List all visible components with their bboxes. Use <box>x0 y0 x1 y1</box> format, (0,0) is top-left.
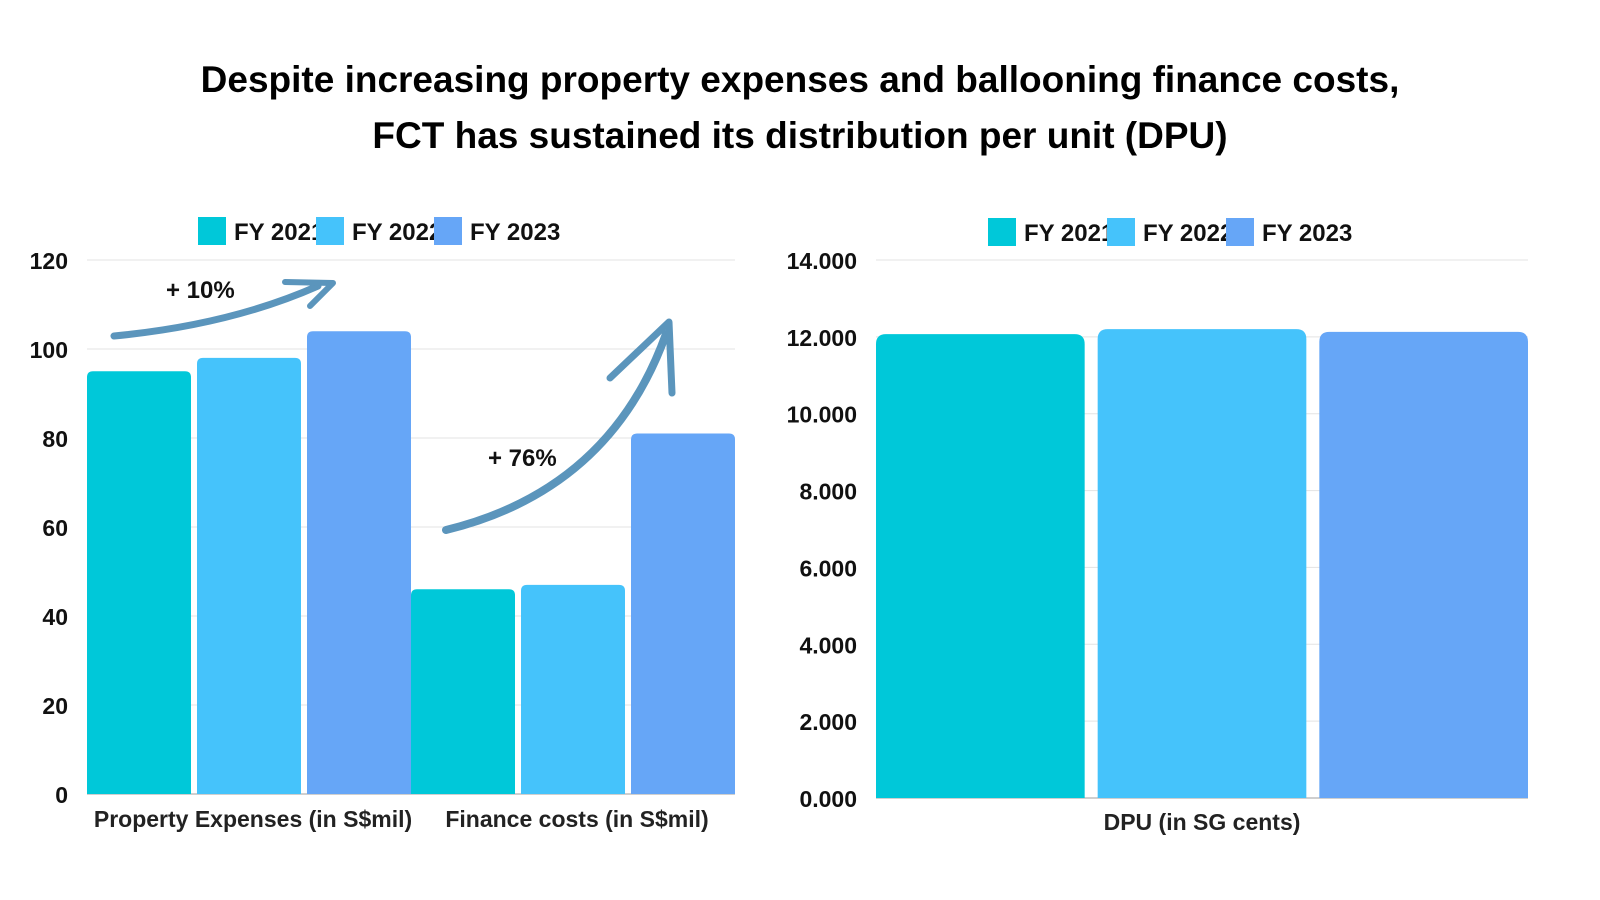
y-tick-label: 4.000 <box>799 632 857 658</box>
legend-label: FY 2022 <box>1143 220 1233 247</box>
bar-fy-2023 <box>631 433 735 794</box>
y-tick-label: 8.000 <box>799 479 857 505</box>
bar-fy-2023 <box>1319 331 1528 798</box>
y-tick-label: 12.000 <box>787 325 857 351</box>
legend-label: FY 2022 <box>352 219 442 246</box>
y-tick-label: 100 <box>30 337 68 363</box>
y-tick-label: 20 <box>42 693 68 719</box>
legend-swatch <box>1107 218 1135 246</box>
expenses-chart: 0 20 40 60 80 100 120 Property Expenses (in S$m… <box>30 217 735 832</box>
title-line-2: FCT has sustained its distribution per u… <box>372 115 1228 156</box>
annotation-10-percent: + 10% <box>166 277 235 304</box>
arrow-10-percent-icon <box>110 282 322 340</box>
annotation-76-percent: + 76% <box>488 445 557 472</box>
y-tick-label: 0.000 <box>799 786 857 812</box>
legend-label: FY 2023 <box>470 219 560 246</box>
bar-fy-2022 <box>1097 329 1307 798</box>
bar-fy-2021 <box>411 589 515 794</box>
bar-fy-2021 <box>87 371 191 794</box>
y-tick-label: 80 <box>42 426 68 452</box>
arrowhead-10-percent-icon <box>282 279 336 309</box>
growth-annotations: + 10% + 76% <box>110 277 676 534</box>
y-tick-label: 0 <box>55 782 68 808</box>
y-tick-label: 6.000 <box>799 555 857 581</box>
title-line-1: Despite increasing property expenses and… <box>200 59 1400 100</box>
bar-fy-2022 <box>521 584 625 794</box>
dpu-chart: 0.000 2.000 4.000 6.000 8.000 10.000 12.000 14.… <box>787 218 1528 835</box>
y-tick-label: 40 <box>42 604 68 630</box>
legend-swatch <box>1226 218 1254 246</box>
y-tick-label: 60 <box>42 515 68 541</box>
legend-swatch <box>316 217 344 245</box>
y-tick-label: 120 <box>30 248 68 274</box>
legend-swatch <box>198 217 226 245</box>
arrow-76-percent-icon <box>442 330 670 534</box>
bar-fy-2023 <box>307 331 411 794</box>
y-tick-label: 14.000 <box>787 248 857 274</box>
category-label: Finance costs (in S$mil) <box>445 806 708 832</box>
category-label: DPU (in SG cents) <box>1104 809 1301 835</box>
bar-fy-2021 <box>876 334 1085 798</box>
legend-swatch <box>988 218 1016 246</box>
legend-label: FY 2021 <box>1024 220 1114 247</box>
legend-swatch <box>434 217 462 245</box>
y-tick-label: 2.000 <box>799 709 857 735</box>
y-tick-label: 10.000 <box>787 402 857 428</box>
bar-fy-2022 <box>197 357 301 794</box>
legend-label: FY 2021 <box>234 219 324 246</box>
category-label: Property Expenses (in S$mil) <box>94 806 412 832</box>
legend-label: FY 2023 <box>1262 220 1352 247</box>
figure-title: Despite increasing property expenses and… <box>0 52 1600 164</box>
arrowhead-76-percent-icon <box>606 318 676 397</box>
